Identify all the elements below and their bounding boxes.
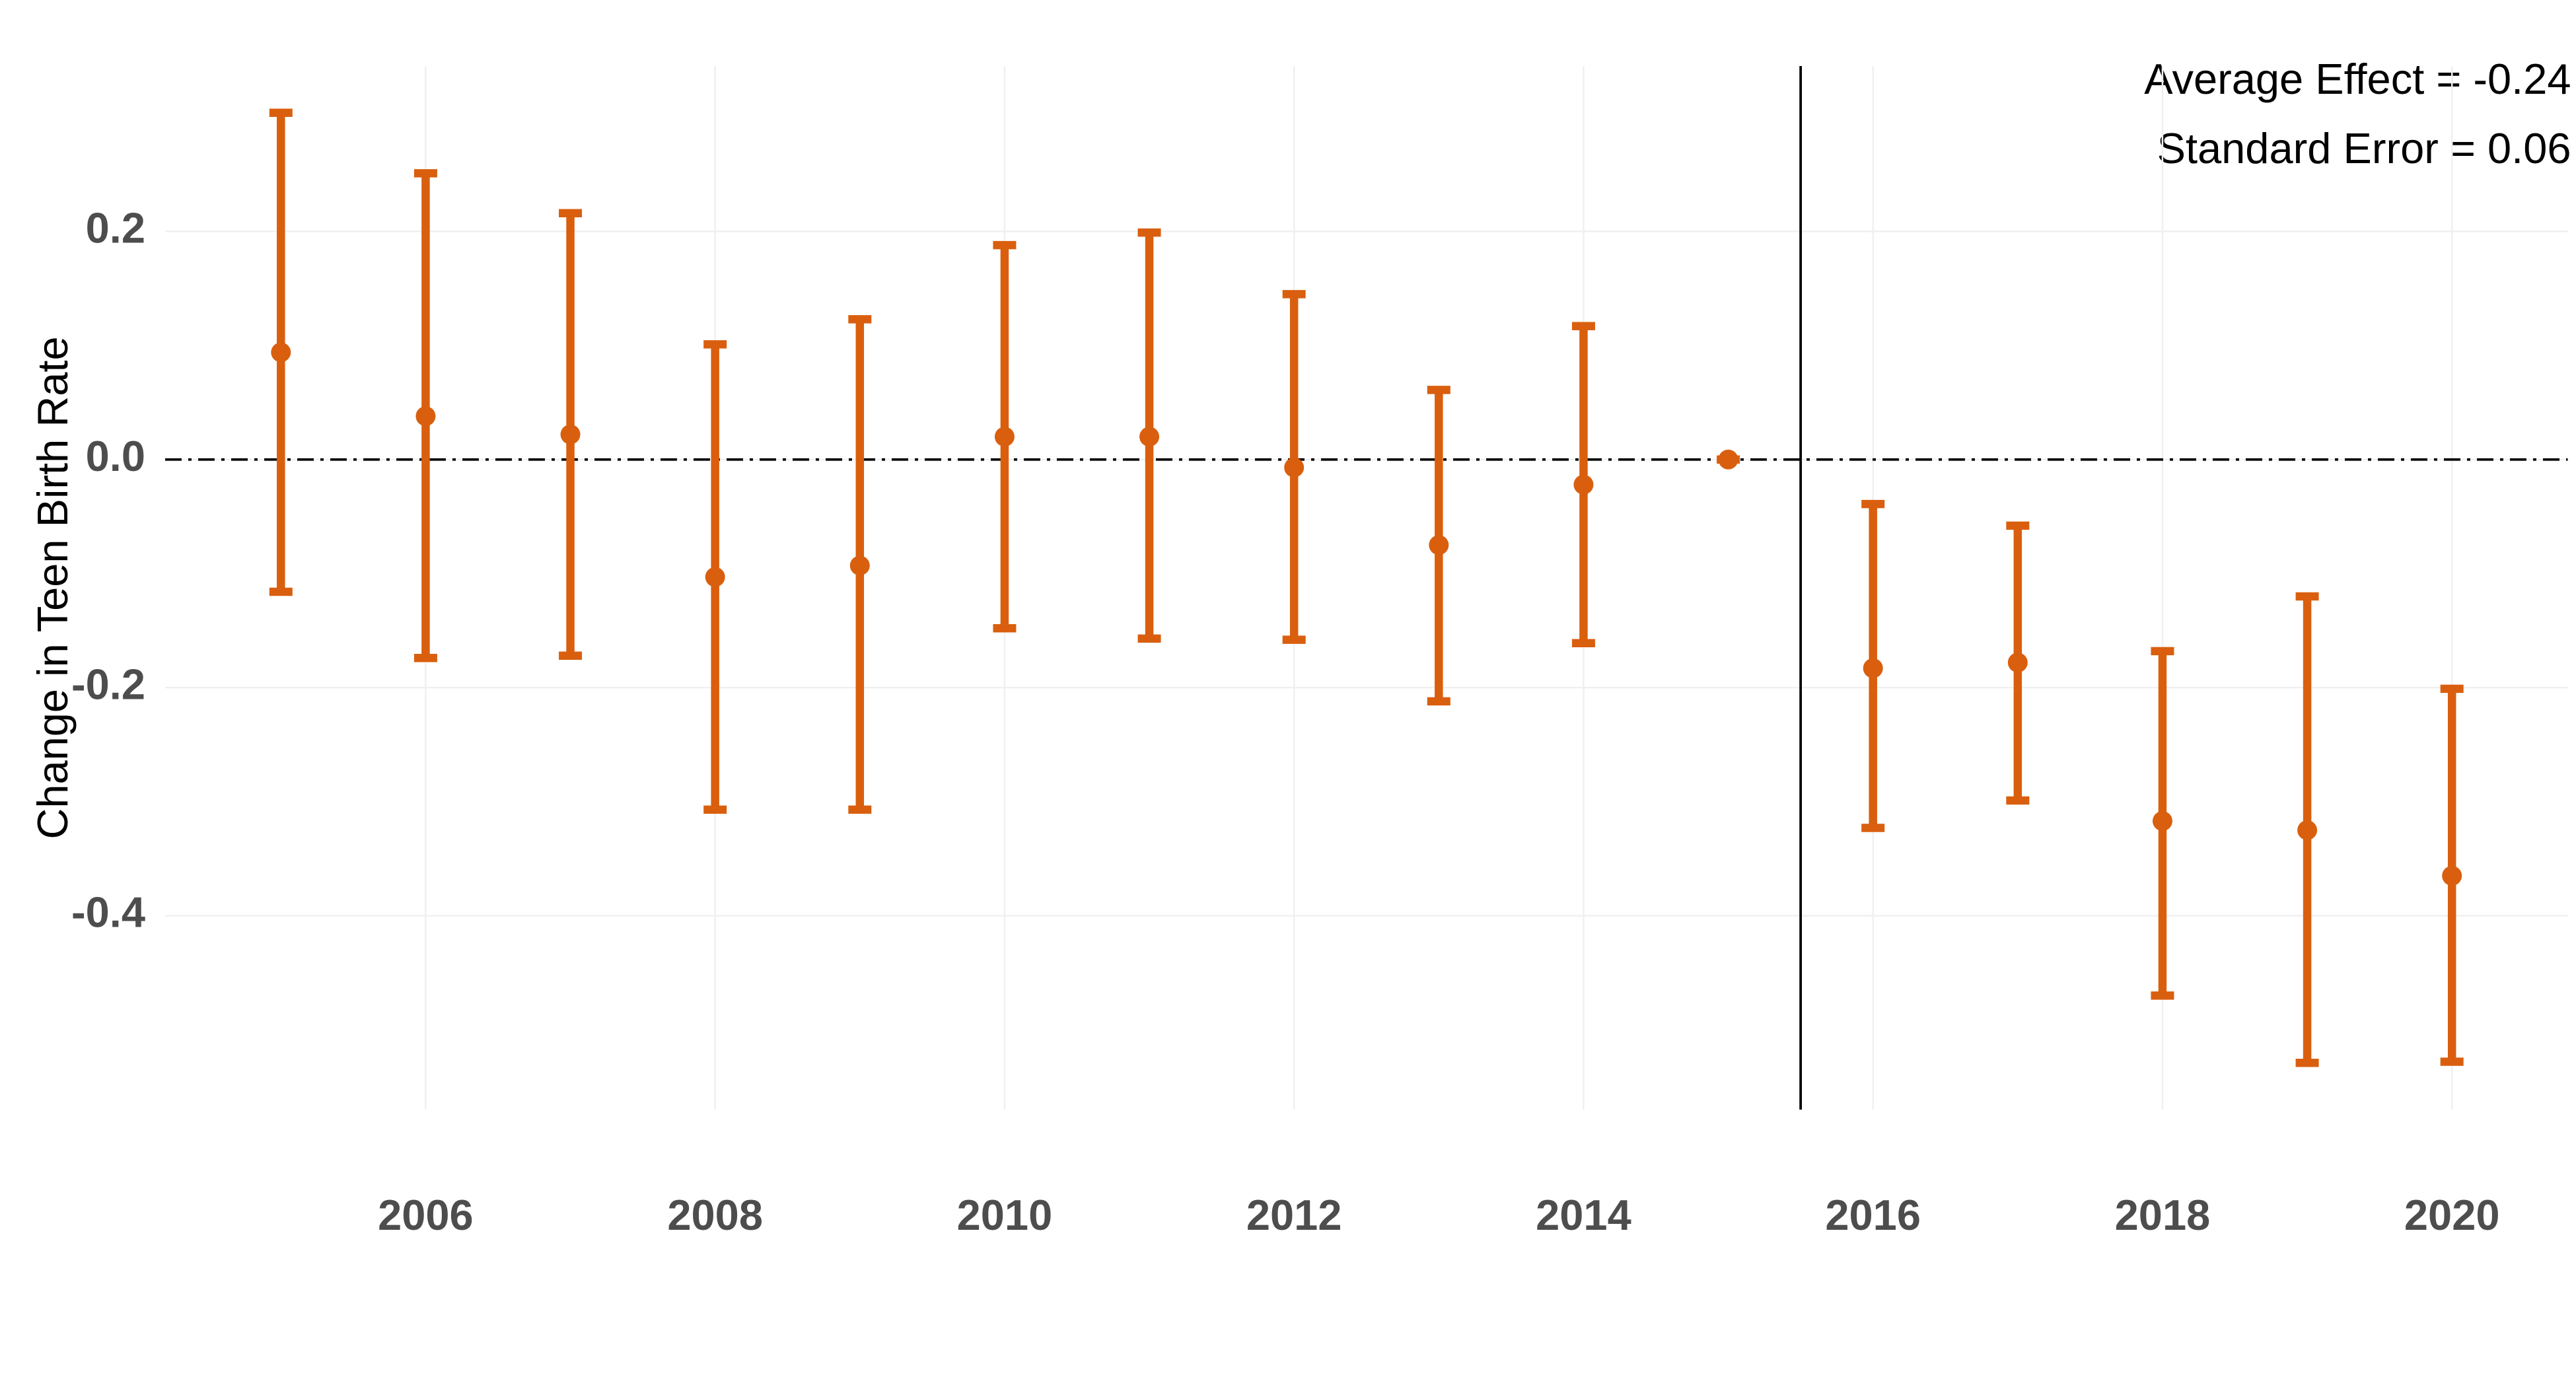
x-tick-label: 2018 [2115, 1191, 2211, 1239]
x-tick-label: 2006 [378, 1191, 474, 1239]
point [1573, 474, 1594, 495]
point [2007, 653, 2028, 673]
point [415, 406, 436, 427]
point [1863, 658, 1883, 678]
point [1284, 457, 1305, 478]
point [994, 427, 1015, 447]
x-tick-label: 2008 [667, 1191, 763, 1239]
point [1139, 427, 1160, 447]
x-tick-label: 2010 [957, 1191, 1053, 1239]
point [705, 567, 725, 587]
point [1429, 535, 1449, 555]
point [2297, 820, 2318, 840]
y-axis-label: Change in Teen Birth Rate [28, 336, 77, 839]
x-tick-label: 2016 [1825, 1191, 1921, 1239]
annotation: Standard Error = 0.06 [2157, 124, 2571, 172]
point [849, 555, 870, 576]
point [271, 342, 291, 363]
annotation: Average Effect = -0.24 [2144, 55, 2571, 103]
point [560, 424, 581, 445]
x-tick-label: 2014 [1536, 1191, 1631, 1239]
y-tick-label: -0.2 [71, 660, 145, 708]
y-tick-label: 0.0 [86, 432, 145, 480]
point [2152, 811, 2172, 832]
x-tick-label: 2012 [1246, 1191, 1342, 1239]
x-tick-label: 2020 [2404, 1191, 2500, 1239]
point [2442, 866, 2462, 886]
point [1718, 449, 1738, 470]
y-tick-label: 0.2 [86, 204, 145, 252]
y-tick-label: -0.4 [71, 888, 145, 937]
